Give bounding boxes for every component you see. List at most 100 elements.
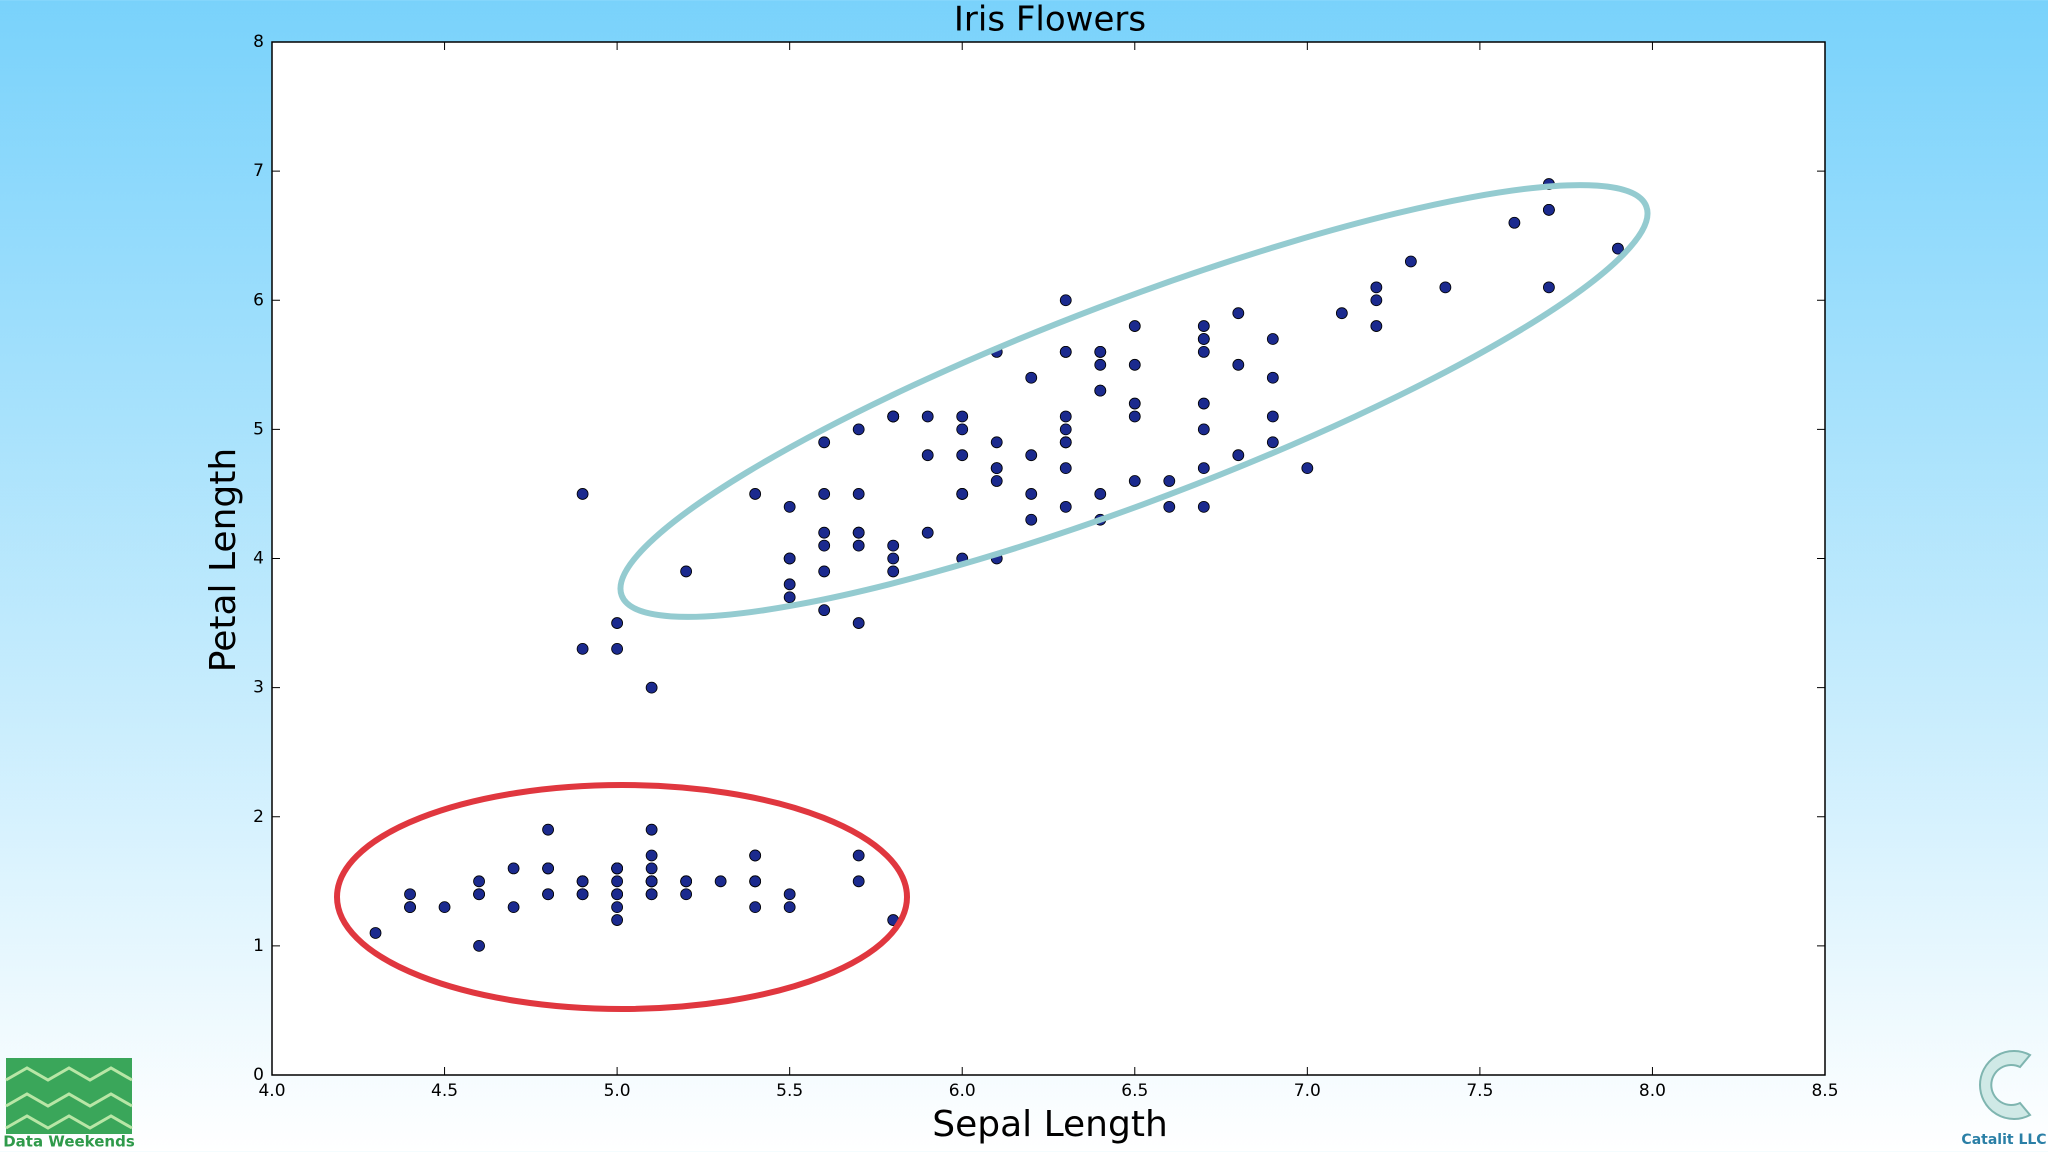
point <box>1370 281 1383 294</box>
point <box>1059 410 1072 423</box>
point <box>611 862 624 875</box>
y-tick-label: 5 <box>253 419 264 439</box>
point <box>783 591 796 604</box>
point <box>438 901 451 914</box>
point <box>887 539 900 552</box>
point <box>1197 423 1210 436</box>
point <box>611 875 624 888</box>
point <box>1197 500 1210 513</box>
plot-area <box>271 41 1826 1076</box>
point <box>611 617 624 629</box>
point <box>956 410 969 423</box>
point <box>507 862 520 875</box>
marks <box>369 178 1624 952</box>
point <box>1094 488 1107 500</box>
point <box>1094 358 1107 371</box>
x-tick-label: 8.0 <box>1639 1081 1666 1101</box>
point <box>680 875 693 888</box>
point <box>921 526 934 539</box>
point <box>1025 488 1038 500</box>
y-tick-label: 7 <box>253 161 264 181</box>
point <box>1335 307 1348 320</box>
point <box>611 901 624 914</box>
point <box>990 436 1003 449</box>
point <box>1266 410 1279 423</box>
point <box>611 888 624 901</box>
x-tick-label: 6.5 <box>1121 1081 1148 1101</box>
point <box>852 617 865 629</box>
logo-left: Data Weekends <box>3 1058 135 1151</box>
point <box>1128 397 1141 410</box>
point <box>576 888 589 901</box>
point <box>852 423 865 436</box>
point <box>783 901 796 914</box>
x-tick-label: 7.0 <box>1294 1081 1321 1101</box>
point <box>887 552 900 565</box>
logo-graphic <box>6 1058 132 1134</box>
y-tick-label: 8 <box>253 32 264 52</box>
point <box>749 849 762 862</box>
point <box>1128 410 1141 423</box>
point <box>818 565 831 578</box>
point <box>1370 320 1383 332</box>
logo-graphic <box>1979 1050 2032 1120</box>
point <box>1163 500 1176 513</box>
point <box>783 500 796 513</box>
point <box>852 539 865 552</box>
point <box>749 875 762 888</box>
x-tick-label: 6.0 <box>949 1081 976 1101</box>
point <box>645 888 658 901</box>
x-tick-label: 5.5 <box>776 1081 803 1101</box>
point <box>1094 345 1107 358</box>
y-axis-label: Petal Length <box>203 448 244 672</box>
x-tick-label: 5.0 <box>604 1081 631 1101</box>
point <box>921 449 934 462</box>
point <box>473 875 485 888</box>
point <box>783 552 796 565</box>
cluster-outline <box>334 782 910 1012</box>
point <box>1059 500 1072 513</box>
point <box>818 539 831 552</box>
point <box>818 604 831 617</box>
y-tick-label: 4 <box>253 549 264 569</box>
point <box>956 423 969 436</box>
point <box>507 901 520 914</box>
point <box>645 681 658 694</box>
logo-pattern <box>5 1066 133 1130</box>
point <box>1197 345 1210 358</box>
logo-text: Data Weekends <box>3 1133 135 1151</box>
point <box>680 565 693 578</box>
point <box>887 410 900 423</box>
point <box>956 449 969 462</box>
point <box>645 862 658 875</box>
point <box>1163 475 1176 487</box>
point <box>1543 281 1555 294</box>
point <box>1197 320 1210 332</box>
x-tick-label: 7.5 <box>1466 1081 1493 1101</box>
point <box>576 642 589 655</box>
y-tick-label: 6 <box>253 290 264 310</box>
point <box>1059 423 1072 436</box>
logo-text: Catalit LLC <box>1961 1132 2046 1148</box>
point <box>818 436 831 449</box>
point <box>611 642 624 655</box>
point <box>404 888 416 901</box>
point <box>1439 281 1452 294</box>
point <box>369 927 382 939</box>
point <box>645 849 658 862</box>
point <box>990 475 1003 487</box>
point <box>1059 345 1072 358</box>
point <box>1612 242 1624 255</box>
y-tick-label: 0 <box>253 1065 264 1085</box>
point <box>1543 203 1555 216</box>
point <box>749 488 762 500</box>
x-axis-label: Sepal Length <box>932 1104 1168 1145</box>
point <box>818 488 831 500</box>
point <box>645 823 658 836</box>
point <box>1266 333 1279 345</box>
x-tick-label: 4.5 <box>431 1081 458 1101</box>
point <box>921 410 934 423</box>
point <box>645 875 658 888</box>
point <box>1094 384 1107 397</box>
point <box>1266 371 1279 384</box>
